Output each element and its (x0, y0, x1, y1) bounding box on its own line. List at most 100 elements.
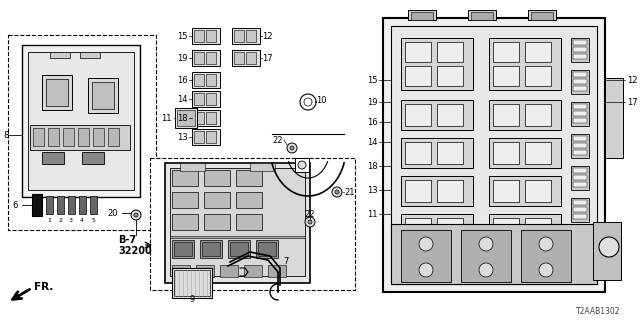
Bar (68, 196, 75, 214)
Bar (573, 182, 587, 187)
Bar (196, 265, 214, 277)
Text: 13: 13 (367, 186, 378, 195)
Bar (573, 143, 587, 148)
Bar (108, 128, 119, 146)
Bar (206, 112, 216, 124)
Bar (172, 268, 212, 298)
Text: 5: 5 (91, 218, 95, 223)
Text: B-7: B-7 (118, 235, 136, 245)
Text: 18: 18 (367, 162, 378, 171)
Bar (246, 52, 256, 64)
Bar (573, 150, 587, 155)
Bar (90, 196, 97, 214)
Bar (573, 86, 587, 91)
Bar (525, 42, 551, 62)
Circle shape (332, 187, 342, 197)
Bar (194, 112, 204, 124)
Bar (192, 110, 220, 126)
Bar (194, 93, 204, 105)
Bar (573, 136, 587, 141)
Bar (232, 28, 260, 44)
Bar (236, 214, 262, 230)
Bar (150, 158, 355, 290)
Bar (170, 236, 305, 238)
Bar (493, 66, 519, 86)
Text: 9: 9 (189, 295, 195, 305)
Bar (204, 170, 230, 186)
Bar (234, 30, 244, 42)
Bar (573, 118, 587, 123)
Circle shape (308, 220, 312, 224)
Circle shape (287, 143, 297, 153)
Text: 1: 1 (47, 218, 51, 223)
Bar (206, 30, 216, 42)
Bar (174, 242, 192, 256)
Text: 19: 19 (367, 98, 378, 107)
Bar (82, 152, 104, 164)
Bar (461, 230, 511, 282)
Circle shape (479, 237, 493, 251)
Bar (573, 200, 587, 205)
Text: 3: 3 (69, 218, 73, 223)
Bar (437, 218, 463, 240)
Bar (493, 42, 519, 62)
Circle shape (298, 161, 306, 169)
Bar (528, 10, 556, 20)
Bar (405, 180, 431, 202)
Bar (172, 214, 198, 230)
Bar (175, 108, 197, 128)
Bar (192, 72, 220, 88)
Circle shape (599, 237, 619, 257)
Bar (571, 198, 589, 222)
Bar (57, 196, 64, 214)
Bar (391, 26, 597, 284)
Bar (93, 128, 104, 146)
Bar (391, 224, 597, 284)
Bar (246, 30, 256, 42)
Bar (408, 10, 436, 20)
Bar (230, 242, 248, 256)
Bar (401, 38, 473, 90)
Text: 4: 4 (80, 218, 84, 223)
Bar (204, 192, 230, 208)
Bar (573, 79, 587, 84)
Bar (525, 218, 551, 240)
Text: 15: 15 (367, 76, 378, 84)
Bar (30, 125, 130, 150)
Bar (573, 47, 587, 52)
Bar (220, 265, 238, 277)
Bar (493, 104, 519, 126)
Bar (521, 230, 571, 282)
Bar (573, 72, 587, 77)
Bar (437, 142, 463, 164)
Bar (571, 134, 589, 158)
Circle shape (539, 237, 553, 251)
Bar (593, 222, 621, 280)
Bar (204, 214, 230, 230)
Bar (234, 52, 244, 64)
Bar (437, 180, 463, 202)
Bar (525, 66, 551, 86)
Bar (165, 163, 310, 283)
Bar (63, 128, 74, 146)
Bar (172, 265, 190, 277)
Bar (525, 104, 551, 126)
Bar (46, 196, 53, 214)
Bar (401, 214, 473, 244)
Text: 17: 17 (262, 53, 273, 62)
Text: 22: 22 (273, 135, 283, 145)
Bar (573, 214, 587, 219)
Text: 32200: 32200 (118, 246, 152, 256)
Circle shape (134, 213, 138, 217)
Bar (295, 158, 309, 172)
Text: 14: 14 (367, 138, 378, 147)
Text: 21: 21 (344, 188, 355, 196)
Bar (573, 111, 587, 116)
Text: 2: 2 (58, 218, 62, 223)
Bar (172, 192, 198, 208)
Circle shape (290, 146, 294, 150)
Bar (468, 10, 496, 20)
Bar (194, 30, 204, 42)
Text: 18: 18 (177, 114, 188, 123)
Bar (605, 78, 623, 158)
